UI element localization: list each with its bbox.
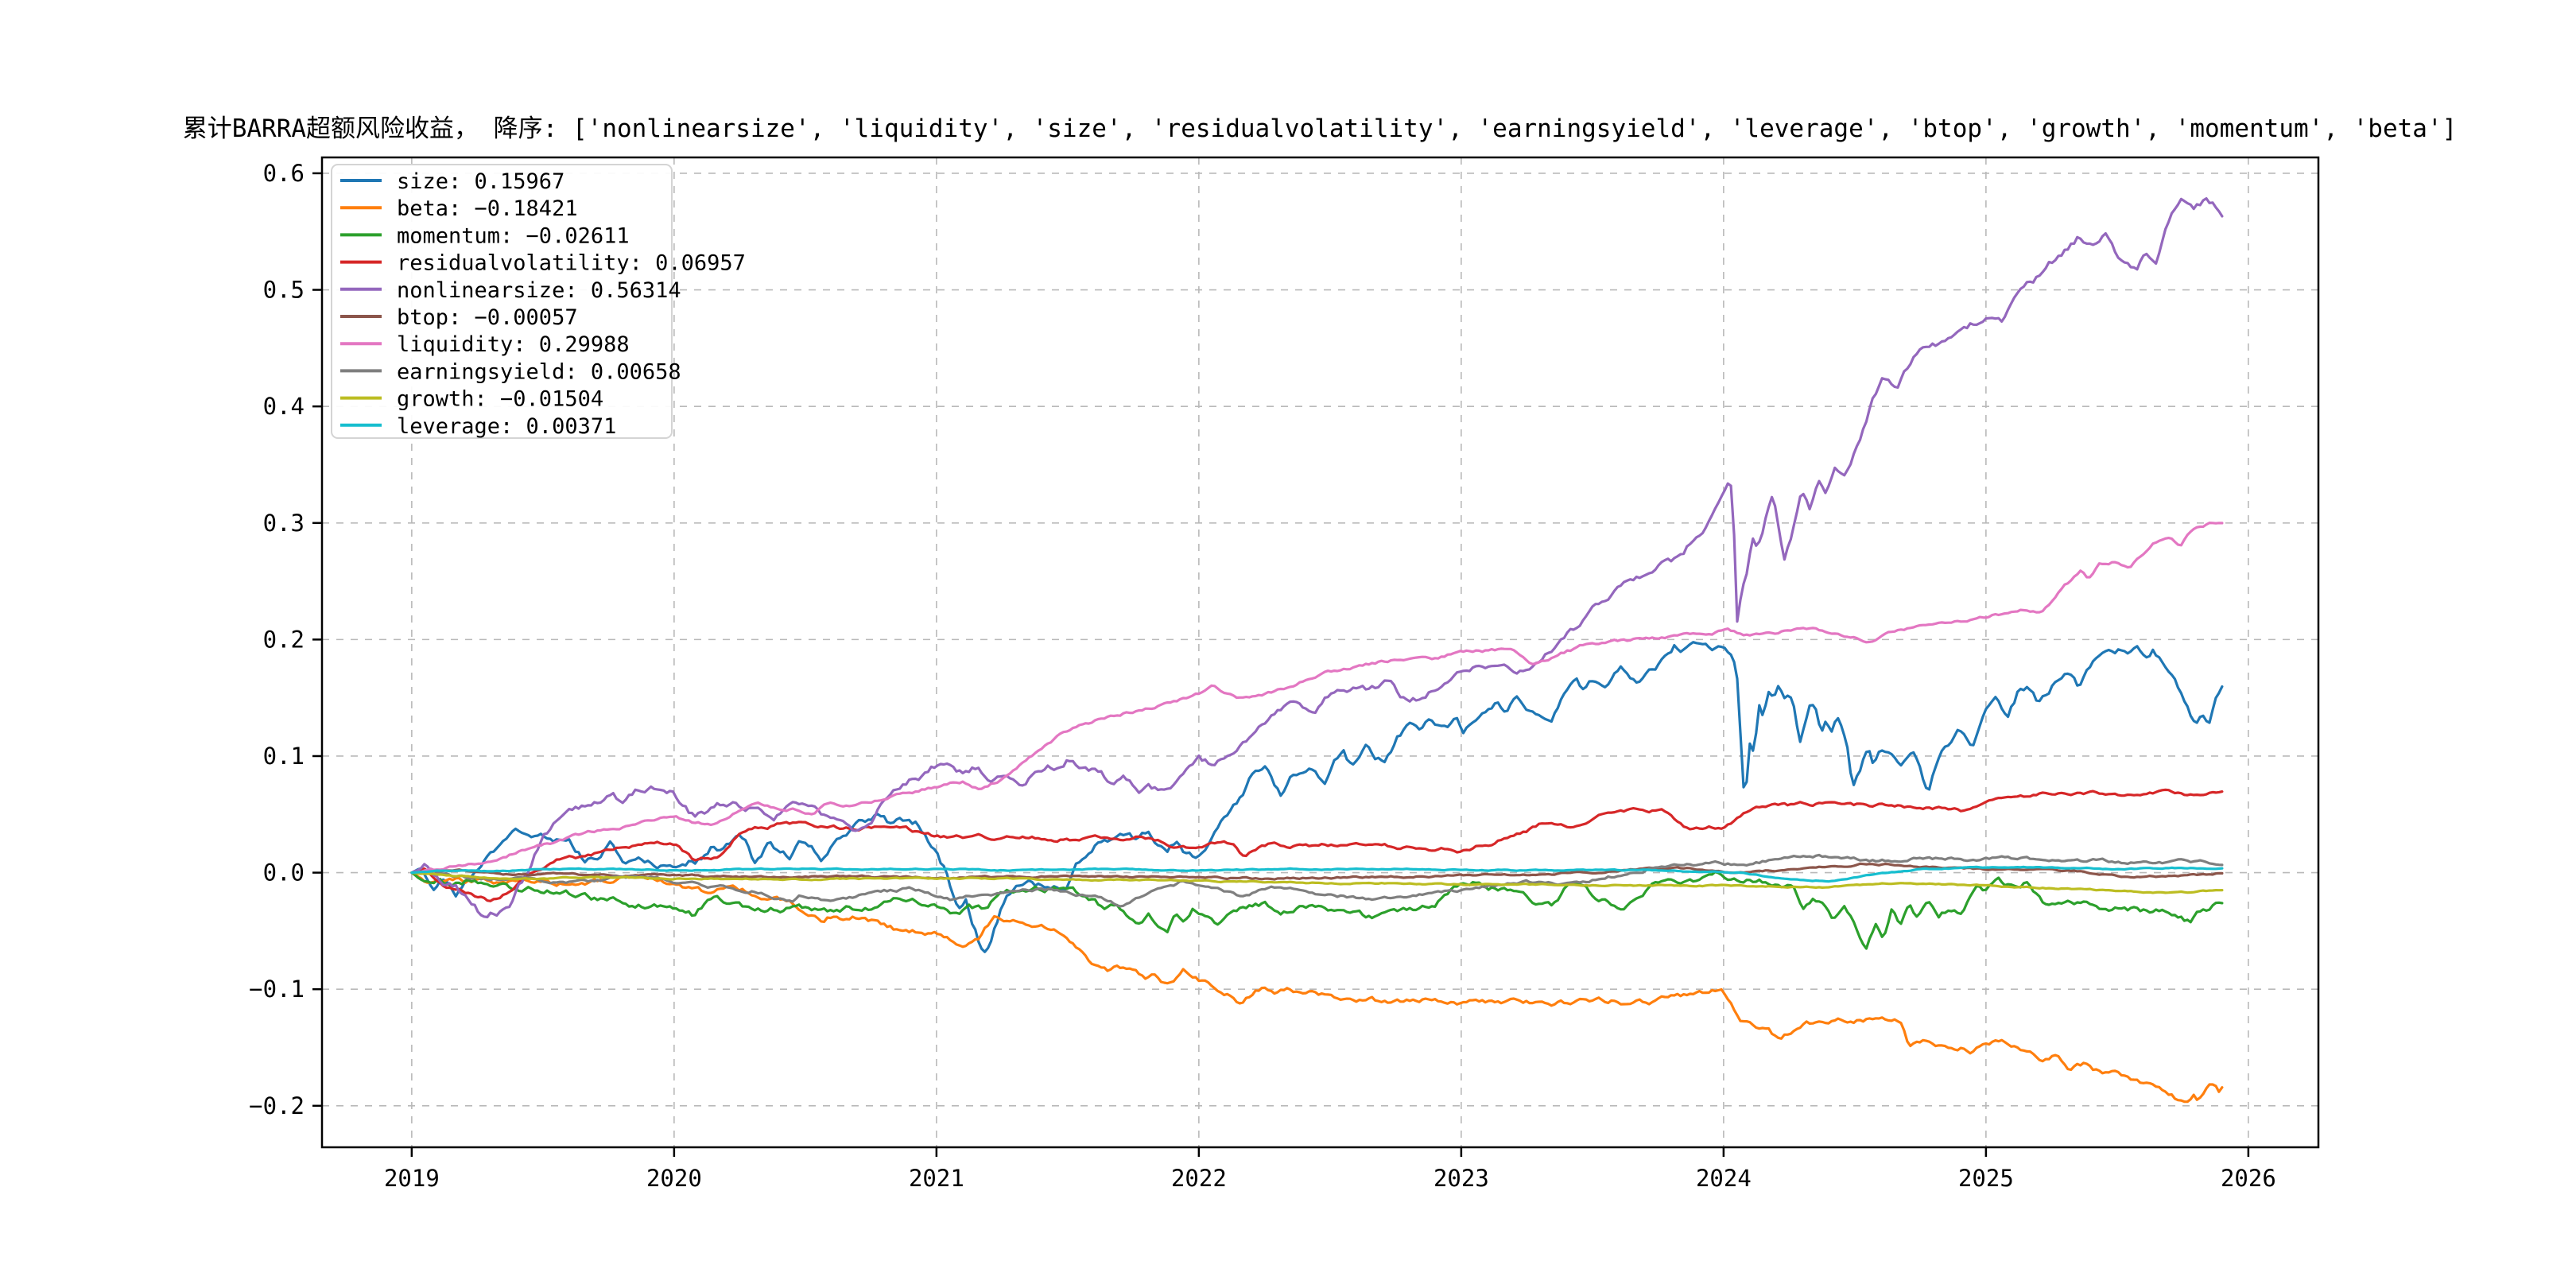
x-tick-label: 2022 (1171, 1165, 1227, 1192)
series-line-btop (410, 862, 2224, 881)
y-tick-label: 0.3 (263, 510, 305, 537)
x-tick-label: 2019 (384, 1165, 440, 1192)
y-tick-label: 0.0 (263, 859, 305, 886)
legend-label-btop: btop: −0.00057 (397, 305, 578, 330)
y-tick-label: 0.2 (263, 626, 305, 653)
x-tick-label: 2026 (2221, 1165, 2276, 1192)
legend-item-nonlinearsize: nonlinearsize: 0.56314 (340, 278, 681, 303)
series-lines (410, 197, 2224, 1104)
x-tick-label: 2023 (1433, 1165, 1489, 1192)
legend-item-btop: btop: −0.00057 (340, 305, 578, 330)
legend-item-earningsyield: earningsyield: 0.00658 (340, 359, 681, 384)
y-tick-label: 0.6 (263, 160, 305, 187)
series-line-leverage (410, 865, 2224, 883)
y-tick-label: 0.5 (263, 277, 305, 304)
legend-label-leverage: leverage: 0.00371 (397, 414, 616, 439)
series-line-size (410, 641, 2224, 953)
plot-border (320, 156, 2320, 1149)
series-line-growth (410, 871, 2224, 894)
legend-item-leverage: leverage: 0.00371 (340, 414, 616, 439)
axes: 2019 2020 2021 2022 2023 2024 2025 2026 −0.2 −0.1… (249, 160, 2276, 1192)
legend-label-momentum: momentum: −0.02611 (397, 223, 630, 248)
legend-item-residualvolatility: residualvolatility: 0.06957 (340, 251, 746, 276)
legend-item-liquidity: liquidity: 0.29988 (340, 332, 630, 357)
legend-label-liquidity: liquidity: 0.29988 (397, 332, 630, 357)
legend-item-momentum: momentum: −0.02611 (340, 223, 630, 248)
legend-label-earningsyield: earningsyield: 0.00658 (397, 359, 681, 384)
series-line-momentum (410, 870, 2224, 950)
series-line-nonlinearsize (410, 197, 2224, 919)
legend-label-nonlinearsize: nonlinearsize: 0.56314 (397, 278, 681, 303)
series-line-beta (410, 871, 2224, 1104)
legend-label-growth: growth: −0.01504 (397, 387, 603, 412)
legend-item-beta: beta: −0.18421 (340, 196, 578, 221)
series-line-earningsyield (410, 853, 2224, 908)
chart-title: 累计BARRA超额风险收益， 降序: ['nonlinearsize', 'li… (183, 114, 2458, 143)
legend-label-residualvolatility: residualvolatility: 0.06957 (397, 251, 746, 276)
y-tick-label: −0.1 (249, 976, 305, 1003)
y-tick-label: 0.1 (263, 743, 305, 770)
y-tick-label: −0.2 (249, 1092, 305, 1119)
legend-label-beta: beta: −0.18421 (397, 196, 578, 221)
legend-item-size: size: 0.15967 (340, 169, 564, 194)
y-tick-label: 0.4 (263, 393, 305, 420)
series-line-residualvolatility (410, 788, 2224, 902)
x-tick-label: 2021 (909, 1165, 964, 1192)
x-tick-label: 2024 (1696, 1165, 1752, 1192)
series-line-liquidity (410, 521, 2224, 875)
legend-item-growth: growth: −0.01504 (340, 387, 603, 412)
legend-box (331, 164, 673, 439)
x-tick-label: 2025 (1958, 1165, 2014, 1192)
legend-label-size: size: 0.15967 (397, 169, 564, 194)
x-tick-label: 2020 (646, 1165, 702, 1192)
